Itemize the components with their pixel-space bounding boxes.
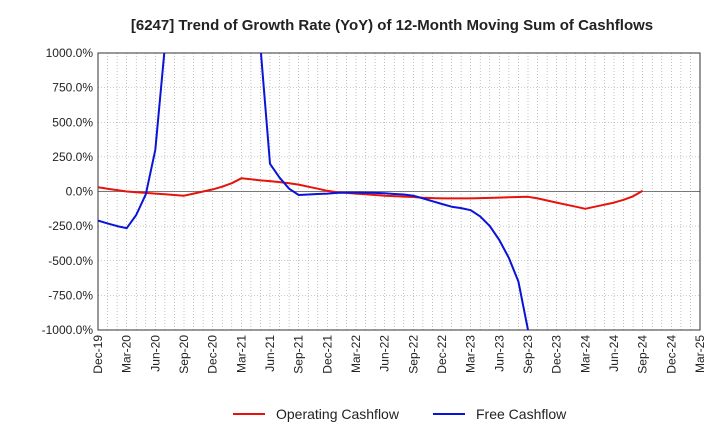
legend-label-operating-cashflow: Operating Cashflow bbox=[276, 406, 400, 422]
x-tick-label: Jun-20 bbox=[148, 335, 162, 372]
x-tick-label: Dec-23 bbox=[550, 335, 564, 374]
x-tick-label: Dec-21 bbox=[320, 335, 334, 374]
axes: 1000.0% 750.0% 500.0% 250.0% 0.0% -250.0% -500… bbox=[42, 46, 707, 374]
x-tick-label: Dec-20 bbox=[206, 335, 220, 374]
x-tick-label: Dec-19 bbox=[91, 335, 105, 374]
y-tick-label: -500.0% bbox=[48, 254, 93, 268]
x-tick-label: Jun-23 bbox=[492, 335, 506, 372]
x-tick-label: Mar-25 bbox=[693, 335, 707, 373]
x-tick-label: Sep-24 bbox=[636, 335, 650, 374]
x-tick-label: Mar-22 bbox=[349, 335, 363, 373]
x-tick-label: Mar-23 bbox=[464, 335, 478, 373]
x-tick-label: Sep-22 bbox=[406, 335, 420, 374]
x-tick-label: Sep-21 bbox=[292, 335, 306, 374]
x-tick-label: Dec-24 bbox=[664, 335, 678, 374]
chart-title: [6247] Trend of Growth Rate (YoY) of 12-… bbox=[131, 17, 653, 34]
x-tick-label: Jun-22 bbox=[378, 335, 392, 372]
legend-label-free-cashflow: Free Cashflow bbox=[476, 406, 567, 422]
y-tick-label: -250.0% bbox=[48, 219, 93, 233]
x-tick-label: Mar-21 bbox=[234, 335, 248, 373]
y-tick-label: 0.0% bbox=[66, 185, 94, 199]
y-tick-label: 750.0% bbox=[52, 81, 93, 95]
x-tick-label: Sep-23 bbox=[521, 335, 535, 374]
x-tick-label: Sep-20 bbox=[177, 335, 191, 374]
x-tick-label: Jun-24 bbox=[607, 335, 621, 372]
y-tick-label: -750.0% bbox=[48, 288, 93, 302]
series-line-operating-cashflow bbox=[98, 177, 644, 210]
grid bbox=[98, 53, 700, 330]
legend: Operating Cashflow Free Cashflow bbox=[233, 406, 567, 422]
x-tick-label: Jun-21 bbox=[263, 335, 277, 372]
plot-area-border bbox=[97, 52, 701, 331]
y-tick-label: 1000.0% bbox=[46, 46, 94, 60]
y-tick-label: 250.0% bbox=[52, 150, 93, 164]
y-tick-label: 500.0% bbox=[52, 115, 93, 129]
series-layer bbox=[98, 53, 644, 330]
x-tick-label: Mar-24 bbox=[578, 335, 592, 373]
x-tick-label: Dec-22 bbox=[435, 335, 449, 374]
series-line-free-cashflow bbox=[98, 53, 530, 330]
x-tick-label: Mar-20 bbox=[120, 335, 134, 373]
y-tick-label: -1000.0% bbox=[42, 323, 94, 337]
